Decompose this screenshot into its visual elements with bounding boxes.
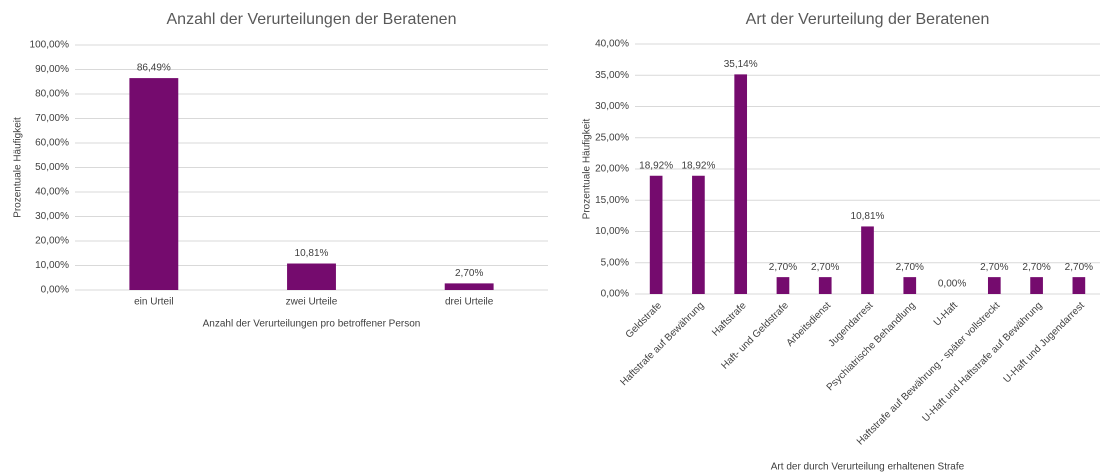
x-tick-label: U-Haft xyxy=(932,300,960,328)
y-tick-label: 30,00% xyxy=(595,101,629,112)
y-tick-label: 40,00% xyxy=(35,187,69,198)
value-label: 2,70% xyxy=(896,262,924,273)
x-tick-label: drei Urteile xyxy=(445,297,494,308)
value-label: 2,70% xyxy=(980,262,1008,273)
y-tick-label: 40,00% xyxy=(595,39,629,50)
value-label: 18,92% xyxy=(639,160,673,171)
value-label: 0,00% xyxy=(938,279,966,290)
y-tick-label: 35,00% xyxy=(595,70,629,81)
bar xyxy=(444,283,494,290)
x-tick-label: Haftstrafe auf Bewährung xyxy=(618,300,706,388)
y-tick-label: 25,00% xyxy=(595,132,629,143)
x-tick-label: Haftstrafe auf Bewährung - später vollst… xyxy=(855,300,1002,447)
y-tick-label: 30,00% xyxy=(35,211,69,222)
y-tick-label: 100,00% xyxy=(30,40,70,51)
value-label: 86,49% xyxy=(137,63,171,74)
bar xyxy=(649,175,663,294)
bar xyxy=(1072,277,1086,294)
value-label: 2,70% xyxy=(455,268,483,279)
y-tick-label: 0,00% xyxy=(601,289,629,300)
y-tick-label: 10,00% xyxy=(595,226,629,237)
y-tick-label: 5,00% xyxy=(601,257,629,268)
chart-title: Art der Verurteilung der Beratenen xyxy=(746,11,990,28)
bar xyxy=(287,263,336,290)
value-label: 2,70% xyxy=(769,262,797,273)
bar xyxy=(692,175,705,294)
value-label: 2,70% xyxy=(811,262,839,273)
x-tick-label: U-Haft und Jugendarrest xyxy=(1002,300,1087,385)
value-label: 10,81% xyxy=(851,211,885,222)
value-label: 10,81% xyxy=(295,248,329,259)
bar xyxy=(776,277,790,294)
bar xyxy=(818,277,832,294)
y-tick-label: 60,00% xyxy=(35,138,69,149)
y-tick-label: 70,00% xyxy=(35,113,69,124)
x-tick-label: Psychiatrische Behandlung xyxy=(825,300,918,393)
y-tick-label: 80,00% xyxy=(35,89,69,100)
x-tick-label: Geldstrafe xyxy=(624,300,665,341)
y-tick-label: 10,00% xyxy=(35,260,69,271)
bar xyxy=(734,74,748,294)
value-label: 18,92% xyxy=(681,160,715,171)
bar xyxy=(1030,277,1043,294)
y-axis-label: Prozentuale Häufigkeit xyxy=(582,118,593,219)
y-tick-label: 0,00% xyxy=(41,285,69,296)
y-tick-label: 50,00% xyxy=(35,162,69,173)
y-tick-label: 15,00% xyxy=(595,195,629,206)
value-label: 2,70% xyxy=(1022,262,1050,273)
y-axis-label: Prozentuale Häufigkeit xyxy=(13,117,24,218)
bar xyxy=(903,277,917,294)
bar xyxy=(129,78,179,290)
x-axis-label: Art der durch Verurteilung erhaltenen St… xyxy=(771,462,965,473)
y-tick-label: 20,00% xyxy=(595,164,629,175)
bar xyxy=(987,277,1001,294)
x-tick-label: zwei Urteile xyxy=(286,297,338,308)
value-label: 2,70% xyxy=(1065,262,1093,273)
x-tick-label: Haftstrafe xyxy=(710,300,749,339)
value-label: 35,14% xyxy=(724,59,758,70)
chart-title: Anzahl der Verurteilungen der Beratenen xyxy=(167,11,457,28)
x-tick-label: ein Urteil xyxy=(134,297,173,308)
x-axis-label: Anzahl der Verurteilungen pro betroffene… xyxy=(203,319,421,330)
y-tick-label: 90,00% xyxy=(35,64,69,75)
bar xyxy=(861,226,874,294)
y-tick-label: 20,00% xyxy=(35,236,69,247)
